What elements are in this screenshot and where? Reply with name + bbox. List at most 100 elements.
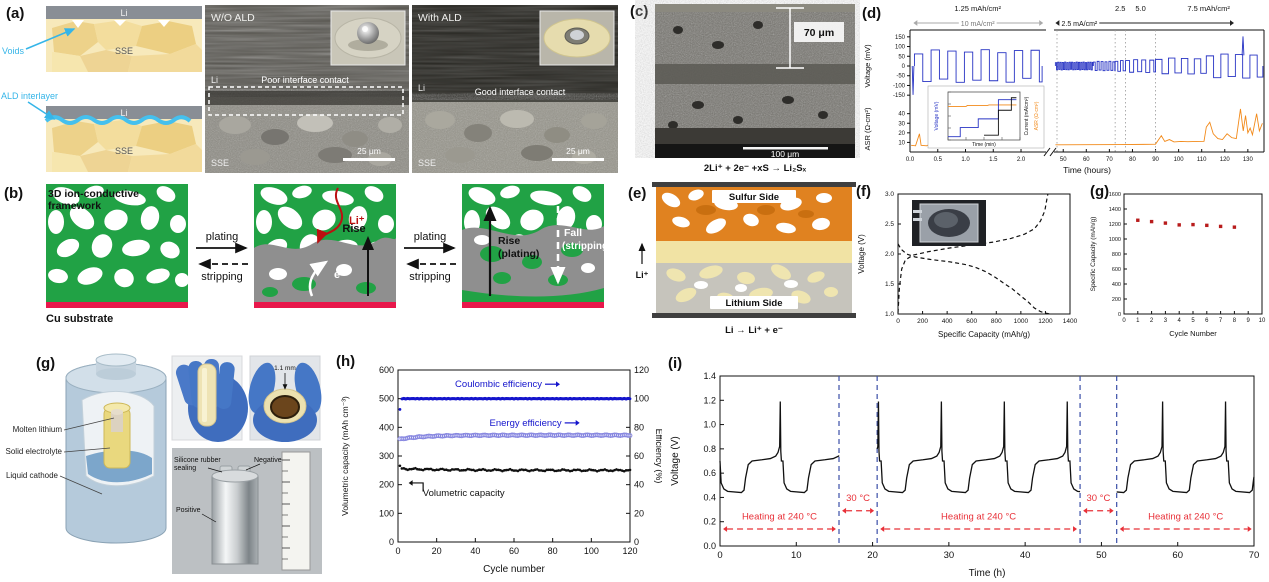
- li-ion-path: [316, 187, 343, 244]
- svg-text:80: 80: [1129, 157, 1136, 163]
- svg-text:400: 400: [379, 422, 394, 432]
- scalebar-label: 100 μm: [771, 149, 800, 159]
- svg-text:1200: 1200: [1038, 318, 1053, 325]
- svg-text:4: 4: [1178, 318, 1182, 324]
- svg-text:150: 150: [895, 35, 906, 41]
- svg-text:1.2: 1.2: [703, 395, 716, 405]
- svg-text:(h): (h): [336, 353, 355, 370]
- sse-label: SSE: [211, 158, 229, 168]
- framework-label-2: framework: [48, 200, 101, 212]
- ald-arrow: [27, 101, 56, 120]
- svg-text:1.0: 1.0: [703, 420, 716, 430]
- sem-note: Good interface contact: [475, 87, 566, 97]
- svg-text:Heating at 240 °C: Heating at 240 °C: [742, 511, 817, 522]
- svg-text:0: 0: [896, 318, 900, 325]
- chart-f-voltage-capacity: (f) 1.0 1.5 2.0 2.5 3.0 0 200 400 600 800 1000 1200 1…: [856, 183, 1078, 339]
- rise-plating-label-1: Rise: [498, 235, 520, 247]
- plating-label: plating: [206, 231, 238, 243]
- svg-text:120: 120: [1220, 157, 1231, 163]
- svg-text:1.25 mAh/cm²: 1.25 mAh/cm²: [954, 4, 1001, 13]
- chart-g-capacity-cycles: (g) 0 200 400 600 800 1000 1200 1400 1600 0 1 2 3 4 5 6 7…: [1090, 183, 1266, 338]
- svg-text:130: 130: [1243, 157, 1254, 163]
- svg-text:1600: 1600: [1109, 192, 1121, 198]
- svg-text:Specific Capacity (mAh/g): Specific Capacity (mAh/g): [1090, 217, 1097, 292]
- sse-label: SSE: [115, 146, 133, 156]
- svg-text:Heating at 240 °C: Heating at 240 °C: [1148, 511, 1223, 522]
- fall-stripping-label-1: Fall: [564, 227, 582, 239]
- sse-label: SSE: [418, 158, 436, 168]
- li-label: Li: [418, 83, 425, 93]
- svg-text:Coulombic efficiency: Coulombic efficiency: [455, 379, 542, 390]
- scalebar-label: 25 μm: [357, 146, 381, 156]
- photo-tube-in-glove: [171, 355, 248, 442]
- svg-text:0: 0: [717, 550, 722, 561]
- svg-text:10: 10: [898, 140, 905, 146]
- svg-text:ASR (Ω-cm²): ASR (Ω-cm²): [863, 107, 872, 151]
- scalebar: [743, 147, 828, 150]
- molten-lithium-label: Molten lithium: [13, 425, 63, 434]
- plating-label: plating: [414, 231, 446, 243]
- svg-text:(i): (i): [668, 355, 682, 372]
- svg-text:1200: 1200: [1109, 222, 1121, 228]
- svg-text:2.5: 2.5: [885, 221, 894, 228]
- svg-text:400: 400: [942, 318, 953, 325]
- svg-text:(g): (g): [1090, 183, 1109, 200]
- framework-label-1: 3D ion-conductive: [48, 188, 139, 200]
- svg-text:60: 60: [509, 546, 519, 556]
- framework-pristine: 3D ion-conductive framework: [46, 182, 189, 308]
- panel-e: (e) Sulfur Side Lithium Side Li → Li⁺: [628, 182, 856, 336]
- svg-text:1400: 1400: [1109, 207, 1121, 213]
- svg-text:(d): (d): [862, 5, 881, 22]
- ald-label: ALD interlayer: [1, 91, 58, 101]
- svg-text:100: 100: [634, 394, 649, 404]
- sem-note: Poor interface contact: [261, 75, 349, 85]
- li-label: Li: [120, 8, 127, 18]
- svg-text:1.0: 1.0: [961, 157, 970, 163]
- svg-text:0: 0: [395, 546, 400, 556]
- liquid-cathode-label: Liquid cathode: [6, 471, 59, 480]
- svg-text:100: 100: [584, 546, 599, 556]
- svg-text:60: 60: [634, 451, 644, 461]
- svg-text:-100: -100: [893, 83, 906, 89]
- svg-text:600: 600: [966, 318, 977, 325]
- svg-text:-150: -150: [893, 93, 906, 99]
- svg-text:20: 20: [898, 131, 905, 137]
- svg-text:50: 50: [1060, 157, 1067, 163]
- svg-text:30: 30: [944, 550, 955, 561]
- svg-text:20: 20: [867, 550, 878, 561]
- svg-text:1.4: 1.4: [703, 371, 716, 381]
- svg-text:110: 110: [1197, 157, 1207, 163]
- svg-text:(f): (f): [856, 183, 871, 200]
- svg-text:90: 90: [1152, 157, 1159, 163]
- svg-text:Voltage (V): Voltage (V): [670, 436, 681, 485]
- inset-photo-pellet: [539, 10, 615, 66]
- svg-text:30: 30: [898, 121, 905, 127]
- thickness-label: 70 μm: [804, 27, 834, 39]
- svg-text:Voltage (V): Voltage (V): [857, 234, 866, 274]
- svg-text:40: 40: [634, 480, 644, 490]
- sem-sulfur-electrode: 70 μm 100 μm: [655, 4, 855, 159]
- svg-text:600: 600: [379, 365, 394, 375]
- panel-b-label: (b): [4, 185, 23, 202]
- svg-text:1: 1: [1136, 318, 1140, 324]
- svg-text:1400: 1400: [1063, 318, 1078, 325]
- sem-with-ald: With ALD Good interface contact Li SSE 2…: [412, 5, 618, 173]
- svg-text:3: 3: [1164, 318, 1168, 324]
- svg-text:100: 100: [895, 45, 906, 51]
- svg-text:2.5 mA/cm²: 2.5 mA/cm²: [1061, 21, 1097, 28]
- svg-text:30 °C: 30 °C: [846, 493, 870, 504]
- svg-text:Cycle Number: Cycle Number: [1169, 329, 1217, 338]
- svg-text:120: 120: [622, 546, 637, 556]
- sulfur-equation: 2Li⁺ + 2e⁻ +xS → Li₂Sₓ: [704, 163, 807, 174]
- chart-i-thermal-cycling: (i) 0.0 0.2 0.4 0.6 0.8 1.0 1.2 1.4 0 10 20 30 40 50 60…: [668, 355, 1259, 579]
- svg-text:1.0: 1.0: [885, 311, 894, 318]
- svg-text:0.0: 0.0: [906, 157, 915, 163]
- scalebar: [552, 158, 604, 161]
- svg-text:300: 300: [379, 451, 394, 461]
- svg-text:20: 20: [634, 508, 644, 518]
- svg-text:Voltage (mV): Voltage (mV): [863, 44, 872, 88]
- svg-text:8: 8: [1233, 318, 1237, 324]
- chart-d-cycling: (d) 150 100 50 0 -50 -100 -150 10 20 30 40 0.0 0.5 1.0…: [862, 4, 1265, 175]
- svg-text:2.0: 2.0: [1017, 157, 1026, 163]
